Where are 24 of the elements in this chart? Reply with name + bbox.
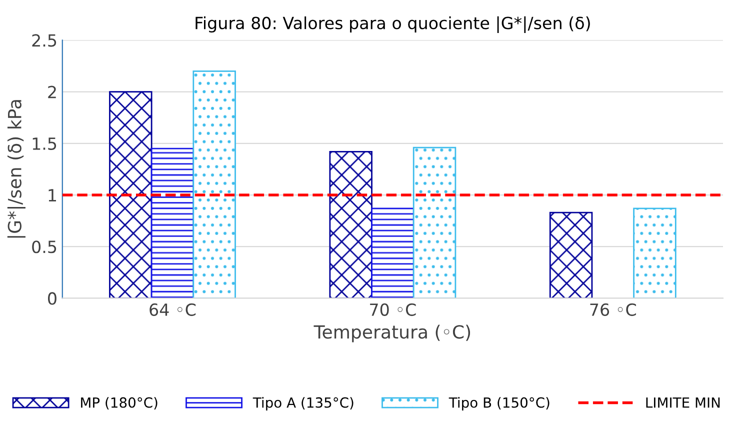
y-tick-label: 0.5 xyxy=(32,240,56,254)
y-tick-label: 1.5 xyxy=(32,138,56,150)
x-axis-title: Temperatura (◦C) xyxy=(314,324,470,342)
y-tick-label: 2.5 xyxy=(32,34,56,47)
x-tick-label: 76 ◦C xyxy=(590,303,636,316)
y-tick-label: 0 xyxy=(48,292,56,305)
bar xyxy=(150,148,194,298)
bar xyxy=(192,70,236,298)
legend-label: Tipo B (150°C) xyxy=(448,397,550,410)
legend-label: LIMITE MIN xyxy=(646,397,720,408)
x-tick-label: 64 ◦C xyxy=(150,303,196,316)
y-tick-label: 1 xyxy=(48,189,56,202)
bar xyxy=(412,146,456,298)
chart-title: Figura 80: Valores para o quociente |G*|/sen (δ) xyxy=(196,16,590,34)
y-axis-title: |G*|/sen (δ) kPa xyxy=(7,100,26,238)
y-tick-label: 2 xyxy=(48,86,56,98)
bar xyxy=(371,208,414,298)
bar xyxy=(549,212,593,298)
bar xyxy=(329,150,372,298)
x-tick-label: 70 ◦C xyxy=(370,303,416,316)
bar xyxy=(633,208,676,298)
bar xyxy=(109,91,152,298)
legend-label: Tipo A (135°C) xyxy=(252,397,354,410)
legend-label: MP (180°C) xyxy=(81,397,158,410)
